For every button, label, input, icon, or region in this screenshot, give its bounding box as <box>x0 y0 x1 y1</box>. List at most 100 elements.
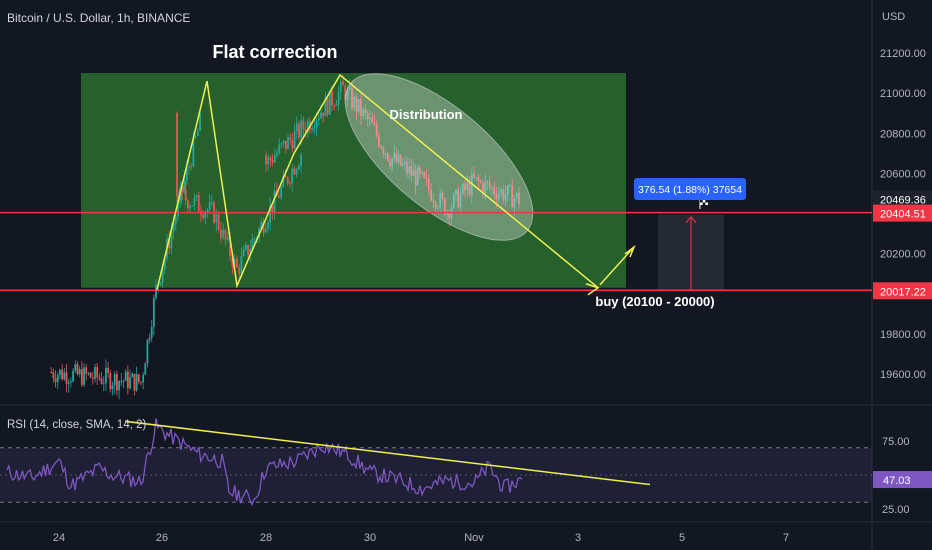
candle-body <box>280 186 283 198</box>
candle-body <box>473 174 475 178</box>
flat-correction-zone[interactable] <box>81 73 626 288</box>
rsi-axis: 75.00 25.00 <box>882 436 910 516</box>
candle-body <box>61 369 64 380</box>
symbol-title[interactable]: Bitcoin / U.S. Dollar, 1h, BINANCE <box>7 11 190 25</box>
candle-body <box>339 81 342 92</box>
candle-body <box>391 158 394 167</box>
rsi-legend[interactable]: RSI (14, close, SMA, 14, 2) <box>7 419 147 431</box>
candle-body <box>328 90 331 115</box>
candle-body <box>410 166 413 176</box>
candle-body <box>324 97 327 117</box>
candle-body <box>491 187 493 189</box>
candle-body <box>484 181 487 193</box>
candle-body <box>493 187 496 195</box>
candle-body <box>355 96 358 112</box>
currency-label: USD <box>882 11 905 23</box>
candle-body <box>397 154 400 163</box>
candle-body <box>273 190 276 213</box>
candle-body <box>105 367 107 384</box>
candle-body <box>297 165 300 170</box>
candle-body <box>432 200 435 203</box>
time-axis[interactable]: 24 26 28 30 Nov 3 5 7 <box>53 532 789 544</box>
candle-body <box>273 155 276 163</box>
candle-body <box>300 155 302 166</box>
candle-body <box>362 108 365 116</box>
candle-body <box>190 166 193 168</box>
rsi-tick-label: 75.00 <box>882 436 910 448</box>
candle-body <box>430 189 432 201</box>
candle-body <box>184 189 187 200</box>
candle-body <box>271 159 274 163</box>
candle-body <box>94 366 96 379</box>
candle-body <box>89 372 92 378</box>
candle-body <box>515 192 518 199</box>
candle-body <box>265 155 267 165</box>
candle-body <box>348 87 351 90</box>
candle-body <box>135 374 138 391</box>
candle-body <box>448 211 451 219</box>
candle-body <box>118 380 120 391</box>
candle-body <box>506 185 509 195</box>
candle-body <box>231 256 234 267</box>
candle-body <box>63 372 66 380</box>
candle-body <box>222 229 225 238</box>
candle-body <box>233 258 236 267</box>
candle-body <box>155 284 157 298</box>
candle-body <box>382 147 385 154</box>
candle-body <box>441 192 444 199</box>
candle-body <box>509 185 511 187</box>
candle-body <box>253 238 256 240</box>
candle-body <box>500 189 502 194</box>
candle-body <box>131 373 134 378</box>
candle-body <box>180 186 183 201</box>
projection-arrow[interactable] <box>599 244 636 286</box>
candle-body <box>148 337 151 340</box>
candle-body <box>360 99 362 116</box>
candle-body <box>191 205 194 207</box>
candle-body <box>264 228 267 233</box>
candle-body <box>220 229 222 238</box>
candle-body <box>389 160 391 167</box>
candle-body <box>192 137 195 167</box>
flag-icon <box>699 200 708 209</box>
flat-correction-label[interactable]: Flat correction <box>212 42 337 62</box>
candle-body <box>479 181 482 183</box>
measure-badge[interactable] <box>634 178 746 200</box>
candle-body <box>364 108 367 114</box>
candle-body <box>380 146 383 148</box>
candle-body <box>439 192 442 208</box>
distribution-label[interactable]: Distribution <box>390 107 463 122</box>
price-tick-label: 20600.00 <box>880 168 926 180</box>
candle-body <box>244 245 247 250</box>
candle-body <box>437 207 439 209</box>
price-axis[interactable]: 21200.00 21000.00 20800.00 20600.00 20200.00… <box>880 48 926 381</box>
candle-body <box>70 381 72 383</box>
candle-body <box>298 123 300 138</box>
candle-body <box>404 162 406 164</box>
buy-zone-label[interactable]: buy (20100 - 20000) <box>595 294 714 309</box>
candle-body <box>416 167 419 186</box>
candle-body <box>375 124 378 136</box>
candle-body <box>427 178 430 190</box>
candle-body <box>386 153 389 161</box>
wave-path-line[interactable] <box>156 73 599 290</box>
rsi-line[interactable] <box>6 418 523 507</box>
candle-body <box>196 130 199 136</box>
candle-body <box>91 377 94 379</box>
rsi-trendline[interactable] <box>124 420 651 486</box>
candle-body <box>240 256 243 274</box>
rsi-value-text: 47.03 <box>883 475 911 487</box>
candle-body <box>468 182 471 195</box>
candle-body <box>475 176 478 178</box>
candle-body <box>267 157 270 165</box>
candle-body <box>313 127 316 129</box>
candle-body <box>457 189 460 208</box>
candle-body <box>72 370 74 382</box>
candle-body <box>289 137 292 141</box>
candle-body <box>333 105 336 107</box>
candle-body <box>269 205 272 223</box>
candle-body <box>199 113 201 131</box>
candle-body <box>322 112 325 117</box>
candle-body <box>111 385 114 390</box>
